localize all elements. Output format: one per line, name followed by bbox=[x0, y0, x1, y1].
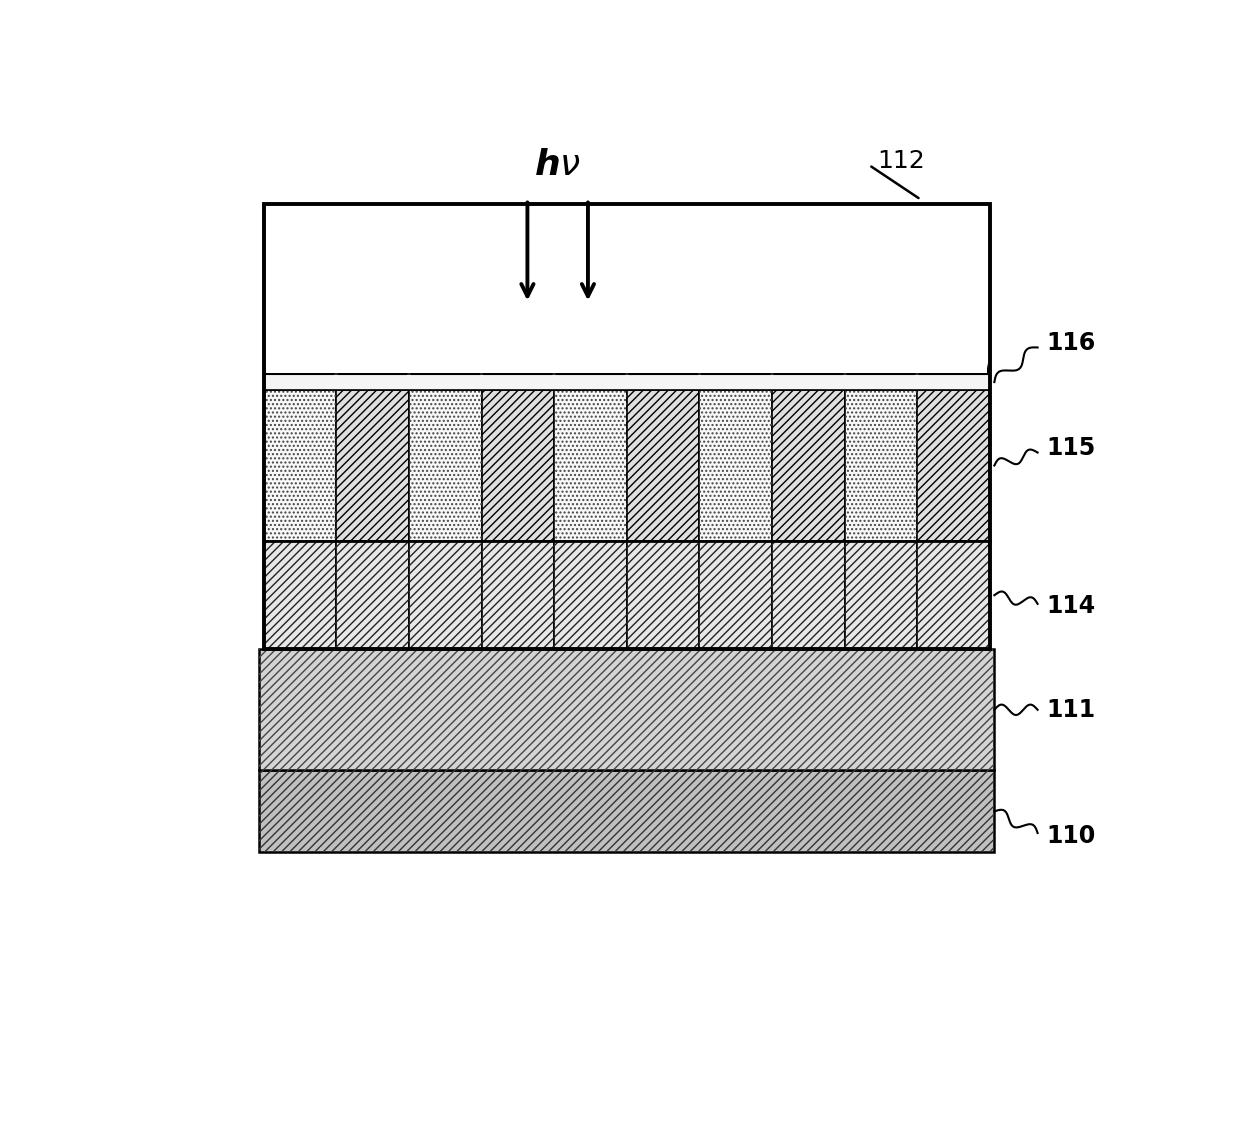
Bar bbox=[554, 541, 627, 649]
Bar bbox=[264, 390, 336, 541]
Bar bbox=[336, 541, 409, 649]
Bar bbox=[844, 390, 918, 541]
Bar bbox=[267, 204, 987, 373]
Bar bbox=[844, 541, 918, 649]
Bar bbox=[918, 390, 990, 541]
Bar bbox=[264, 541, 990, 649]
Polygon shape bbox=[920, 341, 987, 374]
Bar bbox=[627, 390, 699, 541]
Text: 115: 115 bbox=[1047, 436, 1095, 460]
Bar bbox=[481, 541, 554, 649]
Bar bbox=[554, 390, 627, 541]
Bar bbox=[481, 390, 554, 541]
Bar bbox=[844, 541, 918, 649]
Bar bbox=[627, 390, 699, 541]
Text: 116: 116 bbox=[1047, 331, 1095, 355]
Bar bbox=[409, 541, 481, 649]
Bar bbox=[264, 374, 990, 390]
Polygon shape bbox=[775, 341, 842, 374]
Bar bbox=[336, 541, 409, 649]
Bar bbox=[264, 204, 990, 649]
Bar bbox=[554, 390, 627, 541]
Bar bbox=[481, 541, 554, 649]
Bar bbox=[264, 390, 336, 541]
Bar bbox=[918, 390, 990, 541]
Polygon shape bbox=[702, 341, 769, 374]
Bar bbox=[627, 541, 699, 649]
Bar bbox=[554, 541, 627, 649]
Bar bbox=[259, 649, 994, 770]
Bar bbox=[336, 390, 409, 541]
Polygon shape bbox=[557, 341, 624, 374]
Bar bbox=[773, 390, 844, 541]
Polygon shape bbox=[848, 341, 914, 374]
Polygon shape bbox=[340, 341, 405, 374]
Bar bbox=[264, 390, 990, 541]
Bar bbox=[699, 390, 773, 541]
Bar bbox=[773, 541, 844, 649]
Bar bbox=[773, 390, 844, 541]
Text: 114: 114 bbox=[1047, 594, 1095, 618]
Bar bbox=[409, 390, 481, 541]
Text: h$\nu$: h$\nu$ bbox=[534, 148, 582, 182]
Bar bbox=[264, 541, 336, 649]
Bar bbox=[409, 390, 481, 541]
Bar bbox=[699, 390, 773, 541]
Text: 110: 110 bbox=[1047, 824, 1095, 849]
Bar bbox=[264, 541, 336, 649]
Polygon shape bbox=[267, 341, 334, 374]
Bar bbox=[918, 541, 990, 649]
Bar bbox=[918, 541, 990, 649]
Bar bbox=[699, 541, 773, 649]
Bar bbox=[409, 541, 481, 649]
Polygon shape bbox=[485, 341, 552, 374]
Text: 111: 111 bbox=[1047, 697, 1095, 722]
Bar bbox=[844, 390, 918, 541]
Bar bbox=[259, 649, 994, 770]
Bar bbox=[773, 541, 844, 649]
Bar bbox=[699, 541, 773, 649]
Bar bbox=[627, 541, 699, 649]
Polygon shape bbox=[412, 341, 479, 374]
Bar bbox=[481, 390, 554, 541]
Polygon shape bbox=[630, 341, 697, 374]
Bar bbox=[336, 390, 409, 541]
Bar bbox=[259, 770, 994, 852]
Bar bbox=[259, 770, 994, 852]
Text: 112: 112 bbox=[878, 148, 925, 173]
